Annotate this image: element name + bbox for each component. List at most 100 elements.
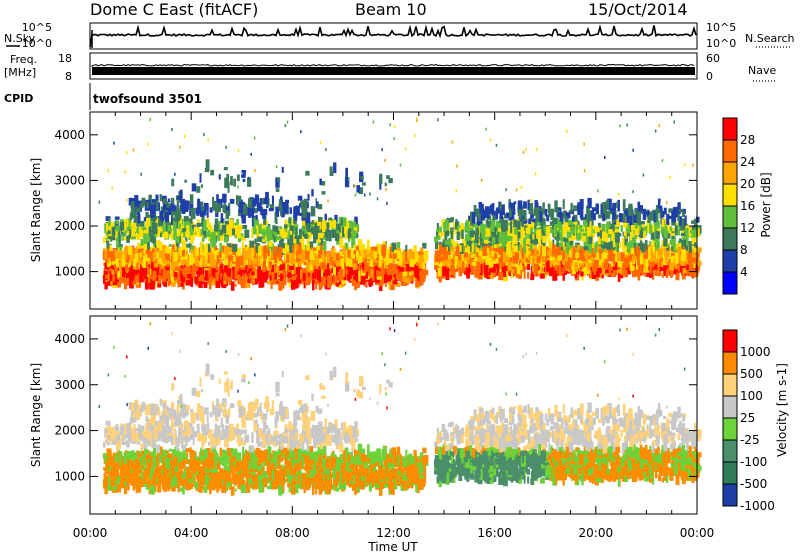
power-echo [505,261,510,266]
power-echo [103,237,106,244]
power-echo [137,242,141,249]
power-echo [273,236,276,243]
power-echo [691,259,696,269]
power-echo [130,201,135,207]
power-echo [240,255,244,266]
power-echo [294,211,298,221]
power-echo [242,241,245,252]
power-echo [251,249,254,261]
power-echo [302,251,305,264]
power-echo [239,268,244,273]
power-echo [663,237,668,247]
power-echo [229,198,235,204]
power-echo [198,280,203,288]
power-echo [657,248,662,258]
power-echo [186,221,190,226]
power-echo [616,269,621,274]
power-echo [110,260,114,272]
power-echo [649,270,653,278]
power-echo [222,263,225,274]
power-echo [562,267,565,273]
power-echo [415,279,418,288]
power-echo [262,208,268,216]
nave-line [91,63,695,67]
power-echo [345,227,348,240]
power-echo [312,279,315,291]
power-echo [677,247,682,252]
power-echo [103,275,105,284]
power-echo [180,270,185,282]
power-echo [147,277,151,284]
power-echo [315,257,319,268]
power-echo [466,246,470,253]
power-echo [546,226,550,238]
power-echo [640,258,644,265]
power-echo [305,267,311,279]
power-echo [177,259,182,265]
power-echo [196,222,202,227]
power-echo [591,253,596,258]
power-echo [151,204,156,211]
power-echo [555,248,560,253]
power-echo [608,263,613,271]
power-echo [121,233,124,241]
power-echo [223,272,227,282]
power-echo [315,279,318,290]
power-echo [497,254,501,258]
power-echo [179,248,182,257]
power-echo [146,266,150,275]
power-echo [124,272,127,279]
power-echo [274,262,277,269]
power-echo [559,255,563,261]
noise-panel-frame [89,22,698,50]
power-echo [199,274,204,280]
power-echo [671,246,674,251]
power-echo [620,225,623,232]
power-echo [174,210,179,222]
power-echo [494,253,498,259]
power-echo [146,201,149,209]
power-echo [288,278,292,288]
power-echo [572,216,575,222]
power-echo [621,237,625,250]
power-echo [489,242,492,246]
power-echo [466,268,470,279]
power-echo [162,270,167,282]
power-echo [271,275,275,281]
power-echo [237,271,243,277]
power-echo [542,246,546,257]
power-echo [137,214,141,224]
power-echo [180,256,184,260]
power-echo [171,211,174,218]
power-echo [449,266,455,274]
power-echo [306,261,310,268]
power-echo [669,239,675,245]
power-echo [181,269,187,274]
power-echo [194,276,199,284]
freq-right-tick-top: 60 [706,52,720,65]
power-echo [552,257,556,265]
power-echo [320,234,324,239]
power-echo [379,274,384,278]
power-echo [270,281,273,289]
power-echo [655,231,660,239]
power-echo [238,201,243,213]
power-echo [142,259,146,268]
power-echo [199,256,202,267]
power-echo [245,275,249,280]
power-echo [416,281,422,287]
power-echo [383,274,387,280]
power-echo [171,250,174,257]
power-echo [503,261,506,266]
power-echo [532,218,536,223]
power-echo [203,219,207,231]
power-echo [227,276,232,282]
power-echo [289,207,292,214]
power-echo [135,233,141,238]
power-echo [416,276,419,281]
power-echo [617,271,620,282]
power-echo [226,255,230,259]
power-echo [348,228,352,233]
power-echo [585,251,589,259]
power-echo [152,270,157,281]
